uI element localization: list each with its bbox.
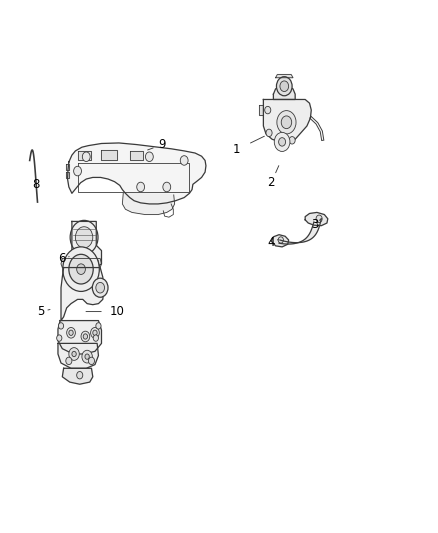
Polygon shape xyxy=(279,219,321,244)
Polygon shape xyxy=(66,164,69,170)
Circle shape xyxy=(70,220,98,254)
Circle shape xyxy=(92,278,108,297)
Circle shape xyxy=(63,247,99,292)
Polygon shape xyxy=(259,105,263,115)
Circle shape xyxy=(96,282,105,293)
Circle shape xyxy=(137,182,145,192)
Polygon shape xyxy=(271,235,289,247)
Circle shape xyxy=(316,215,322,222)
Text: 2: 2 xyxy=(268,176,275,189)
Circle shape xyxy=(96,322,101,329)
Circle shape xyxy=(93,335,99,341)
Polygon shape xyxy=(78,151,91,160)
Circle shape xyxy=(278,237,283,243)
Polygon shape xyxy=(102,150,117,160)
Text: 8: 8 xyxy=(32,178,40,191)
Circle shape xyxy=(77,264,85,274)
Circle shape xyxy=(66,357,72,365)
Polygon shape xyxy=(263,100,311,142)
Text: 6: 6 xyxy=(59,252,66,265)
Circle shape xyxy=(81,331,90,342)
Circle shape xyxy=(69,348,79,360)
Circle shape xyxy=(145,152,153,161)
Circle shape xyxy=(83,334,88,339)
Polygon shape xyxy=(72,221,102,269)
Circle shape xyxy=(67,327,75,338)
Polygon shape xyxy=(58,343,99,368)
Circle shape xyxy=(266,129,272,136)
Circle shape xyxy=(58,322,64,329)
Polygon shape xyxy=(305,213,328,225)
Circle shape xyxy=(69,254,93,284)
Circle shape xyxy=(281,116,292,128)
Circle shape xyxy=(82,152,90,161)
Text: 1: 1 xyxy=(233,143,240,156)
Text: 10: 10 xyxy=(110,305,124,318)
Circle shape xyxy=(82,350,92,363)
Circle shape xyxy=(69,330,73,335)
Circle shape xyxy=(75,227,93,248)
Polygon shape xyxy=(122,193,175,215)
Circle shape xyxy=(280,81,289,92)
Circle shape xyxy=(91,327,99,338)
Polygon shape xyxy=(276,75,293,78)
Polygon shape xyxy=(61,259,102,268)
Polygon shape xyxy=(62,368,93,384)
Circle shape xyxy=(57,335,62,341)
Circle shape xyxy=(277,111,296,134)
Text: 5: 5 xyxy=(37,305,44,318)
Circle shape xyxy=(93,330,97,335)
Polygon shape xyxy=(58,320,102,354)
Circle shape xyxy=(85,354,89,359)
Circle shape xyxy=(265,107,271,114)
Circle shape xyxy=(180,156,188,165)
Polygon shape xyxy=(74,260,99,273)
Circle shape xyxy=(289,136,295,144)
Polygon shape xyxy=(273,86,295,100)
Circle shape xyxy=(88,357,95,365)
Text: 3: 3 xyxy=(311,217,318,231)
Polygon shape xyxy=(130,151,143,160)
Circle shape xyxy=(72,351,76,357)
Circle shape xyxy=(74,166,81,176)
Text: 4: 4 xyxy=(268,236,275,249)
Text: 9: 9 xyxy=(159,138,166,151)
Circle shape xyxy=(276,77,292,96)
Circle shape xyxy=(274,132,290,151)
Circle shape xyxy=(279,138,286,146)
Polygon shape xyxy=(66,172,69,179)
Circle shape xyxy=(77,372,83,379)
Circle shape xyxy=(163,182,171,192)
Polygon shape xyxy=(61,268,104,320)
Polygon shape xyxy=(67,143,206,204)
